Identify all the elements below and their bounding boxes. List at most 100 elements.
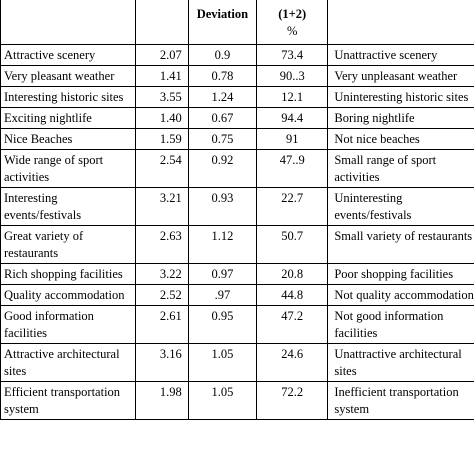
mean-cell: 1.59 bbox=[134, 128, 189, 150]
header-deviation-cell: Deviation bbox=[187, 0, 258, 45]
deviation-cell: 1.05 bbox=[187, 381, 258, 420]
deviation-cell: 0.97 bbox=[187, 263, 258, 285]
header-deviation-label: Deviation bbox=[196, 7, 249, 21]
negative-attribute-cell: Not good information facilities bbox=[327, 305, 474, 344]
negative-attribute-cell: Poor shopping facilities bbox=[327, 263, 474, 285]
header-percent-cell: (1+2) % bbox=[256, 0, 329, 45]
mean-cell: 2.52 bbox=[134, 284, 189, 306]
attribute-cell: Rich shopping facilities bbox=[0, 263, 136, 285]
negative-attribute-cell: Small range of sport activities bbox=[327, 149, 474, 188]
table-row: Attractive architectural sites 3.16 1.05 24… bbox=[0, 343, 474, 382]
table-row: Interesting historic sites 3.55 1.24 12.1 Un… bbox=[0, 86, 474, 108]
negative-attribute-cell: Very unpleasant weather bbox=[327, 65, 474, 87]
attribute-cell-text: Great variety of restaurants bbox=[4, 229, 84, 260]
mean-cell: 1.41 bbox=[134, 65, 189, 87]
percent-cell: 72.2 bbox=[256, 381, 329, 420]
attribute-cell: Exciting nightlife bbox=[0, 107, 136, 129]
negative-attribute-cell-text: Small variety of restaurants bbox=[334, 229, 473, 243]
header-mean-cell bbox=[134, 0, 189, 45]
mean-cell-text: 3.21 bbox=[159, 191, 182, 205]
percent-cell: 47.2 bbox=[256, 305, 329, 344]
negative-attribute-cell-text: Uninteresting events/festivals bbox=[334, 191, 412, 222]
percent-cell: 50.7 bbox=[256, 225, 329, 264]
percent-cell: 91 bbox=[256, 128, 329, 150]
deviation-cell: 0.9 bbox=[187, 44, 258, 66]
deviation-cell: 0.75 bbox=[187, 128, 258, 150]
mean-cell: 1.98 bbox=[134, 381, 189, 420]
attribute-cell: Attractive scenery bbox=[0, 44, 136, 66]
mean-cell: 2.07 bbox=[134, 44, 189, 66]
attribute-cell: Very pleasant weather bbox=[0, 65, 136, 87]
percent-cell-text: 50.7 bbox=[281, 229, 304, 243]
mean-cell: 1.40 bbox=[134, 107, 189, 129]
table-row: Wide range of sport activities 2.54 0.92 47… bbox=[0, 149, 474, 188]
percent-cell: 73.4 bbox=[256, 44, 329, 66]
deviation-cell-text: 1.05 bbox=[211, 347, 234, 361]
percent-cell: 24.6 bbox=[256, 343, 329, 382]
attribute-cell-text: Efficient transportation system bbox=[4, 385, 121, 416]
mean-cell: 2.61 bbox=[134, 305, 189, 344]
attribute-cell: Interesting historic sites bbox=[0, 86, 136, 108]
deviation-cell-text: 0.92 bbox=[211, 153, 234, 167]
mean-cell-text: 2.54 bbox=[159, 153, 182, 167]
negative-attribute-cell: Uninteresting historic sites bbox=[327, 86, 474, 108]
deviation-cell-text: 1.12 bbox=[211, 229, 234, 243]
table-body: Deviation (1+2) % Attractive scenery 2.07… bbox=[0, 0, 474, 420]
percent-cell-text: 47.2 bbox=[281, 309, 304, 323]
negative-attribute-cell: Unattractive scenery bbox=[327, 44, 474, 66]
negative-attribute-cell: Not nice beaches bbox=[327, 128, 474, 150]
table-row: Efficient transportation system 1.98 1.05 7… bbox=[0, 381, 474, 420]
negative-attribute-cell: Inefficient transportation system bbox=[327, 381, 474, 420]
attribute-cell: Quality accommodation bbox=[0, 284, 136, 306]
percent-cell: 47..9 bbox=[256, 149, 329, 188]
deviation-cell: 0.95 bbox=[187, 305, 258, 344]
deviation-cell: .97 bbox=[187, 284, 258, 306]
deviation-cell-text: 0.93 bbox=[211, 191, 234, 205]
mean-cell: 3.16 bbox=[134, 343, 189, 382]
table-row: Rich shopping facilities 3.22 0.97 20.8 Poor… bbox=[0, 263, 474, 285]
mean-cell: 3.22 bbox=[134, 263, 189, 285]
attributes-table: Deviation (1+2) % Attractive scenery 2.07… bbox=[0, 0, 474, 420]
table-row: Attractive scenery 2.07 0.9 73.4 Unattractiv… bbox=[0, 44, 474, 66]
attribute-cell: Attractive architectural sites bbox=[0, 343, 136, 382]
attribute-cell-text: Good information facilities bbox=[4, 309, 94, 340]
attribute-cell: Good information facilities bbox=[0, 305, 136, 344]
attribute-cell-text: Interesting events/festivals bbox=[4, 191, 82, 222]
attribute-cell-text: Attractive architectural sites bbox=[4, 347, 120, 378]
negative-attribute-cell: Unattractive architectural sites bbox=[327, 343, 474, 382]
negative-attribute-cell: Boring nightlife bbox=[327, 107, 474, 129]
mean-cell: 2.63 bbox=[134, 225, 189, 264]
deviation-cell-text: 1.05 bbox=[211, 385, 234, 399]
negative-attribute-cell-text: Small range of sport activities bbox=[334, 153, 437, 184]
percent-cell-text: 22.7 bbox=[281, 191, 304, 205]
table-row: Quality accommodation 2.52.97 44.8 Not qual… bbox=[0, 284, 474, 306]
table-header-row: Deviation (1+2) % bbox=[0, 0, 474, 45]
percent-cell-text: 72.2 bbox=[281, 385, 304, 399]
attribute-cell: Interesting events/festivals bbox=[0, 187, 136, 226]
table-row: Good information facilities 2.61 0.95 47.2 N… bbox=[0, 305, 474, 344]
percent-cell: 20.8 bbox=[256, 263, 329, 285]
negative-attribute-cell-text: Not good information facilities bbox=[334, 309, 444, 340]
percent-cell: 12.1 bbox=[256, 86, 329, 108]
mean-cell-text: 1.98 bbox=[159, 385, 182, 399]
attribute-cell: Efficient transportation system bbox=[0, 381, 136, 420]
header-percent-label: (1+2) bbox=[278, 7, 307, 21]
table-row: Interesting events/festivals 3.21 0.93 22.7… bbox=[0, 187, 474, 226]
percent-cell: 94.4 bbox=[256, 107, 329, 129]
deviation-cell: 1.12 bbox=[187, 225, 258, 264]
table-row: Very pleasant weather 1.41 0.78 90..3 Very u… bbox=[0, 65, 474, 87]
percent-cell-text: 47..9 bbox=[279, 153, 305, 167]
percent-cell: 44.8 bbox=[256, 284, 329, 306]
attribute-cell: Great variety of restaurants bbox=[0, 225, 136, 264]
negative-attribute-cell: Small variety of restaurants bbox=[327, 225, 474, 264]
mean-cell-text: 3.16 bbox=[159, 347, 182, 361]
deviation-cell: 0.93 bbox=[187, 187, 258, 226]
deviation-cell-text: 0.95 bbox=[211, 309, 234, 323]
mean-cell-text: 2.61 bbox=[159, 309, 182, 323]
attribute-cell-text: Wide range of sport activities bbox=[4, 153, 104, 184]
percent-cell: 90..3 bbox=[256, 65, 329, 87]
table-row: Great variety of restaurants 2.63 1.12 50.7… bbox=[0, 225, 474, 264]
mean-cell: 2.54 bbox=[134, 149, 189, 188]
deviation-cell: 1.24 bbox=[187, 86, 258, 108]
deviation-cell: 0.92 bbox=[187, 149, 258, 188]
